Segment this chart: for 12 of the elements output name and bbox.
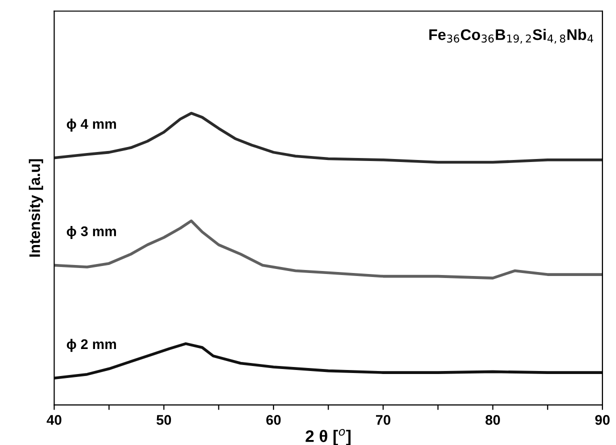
x-tick-label: 70 bbox=[376, 415, 390, 425]
x-tick-label: 50 bbox=[156, 415, 172, 425]
y-axis-title: Intensity [a.u] bbox=[28, 159, 44, 257]
series-label: ϕ 3 mm bbox=[66, 226, 116, 239]
text: Fe$_{36}$Co$_{36}$B$_{19,2}$Si$_{4,8}$Nb$_{4}$ bbox=[429, 28, 594, 44]
x-tick-label: 90 bbox=[595, 415, 610, 425]
series-label: ϕ 4 mm bbox=[66, 118, 116, 132]
x-tick-label: 80 bbox=[486, 415, 500, 425]
series-label: ϕ 2 mm bbox=[66, 338, 116, 352]
x-tick-label: 60 bbox=[266, 415, 281, 425]
x-axis-title: 2 θ [$^{o}$] bbox=[306, 429, 351, 445]
x-tick-label: 40 bbox=[46, 415, 62, 425]
